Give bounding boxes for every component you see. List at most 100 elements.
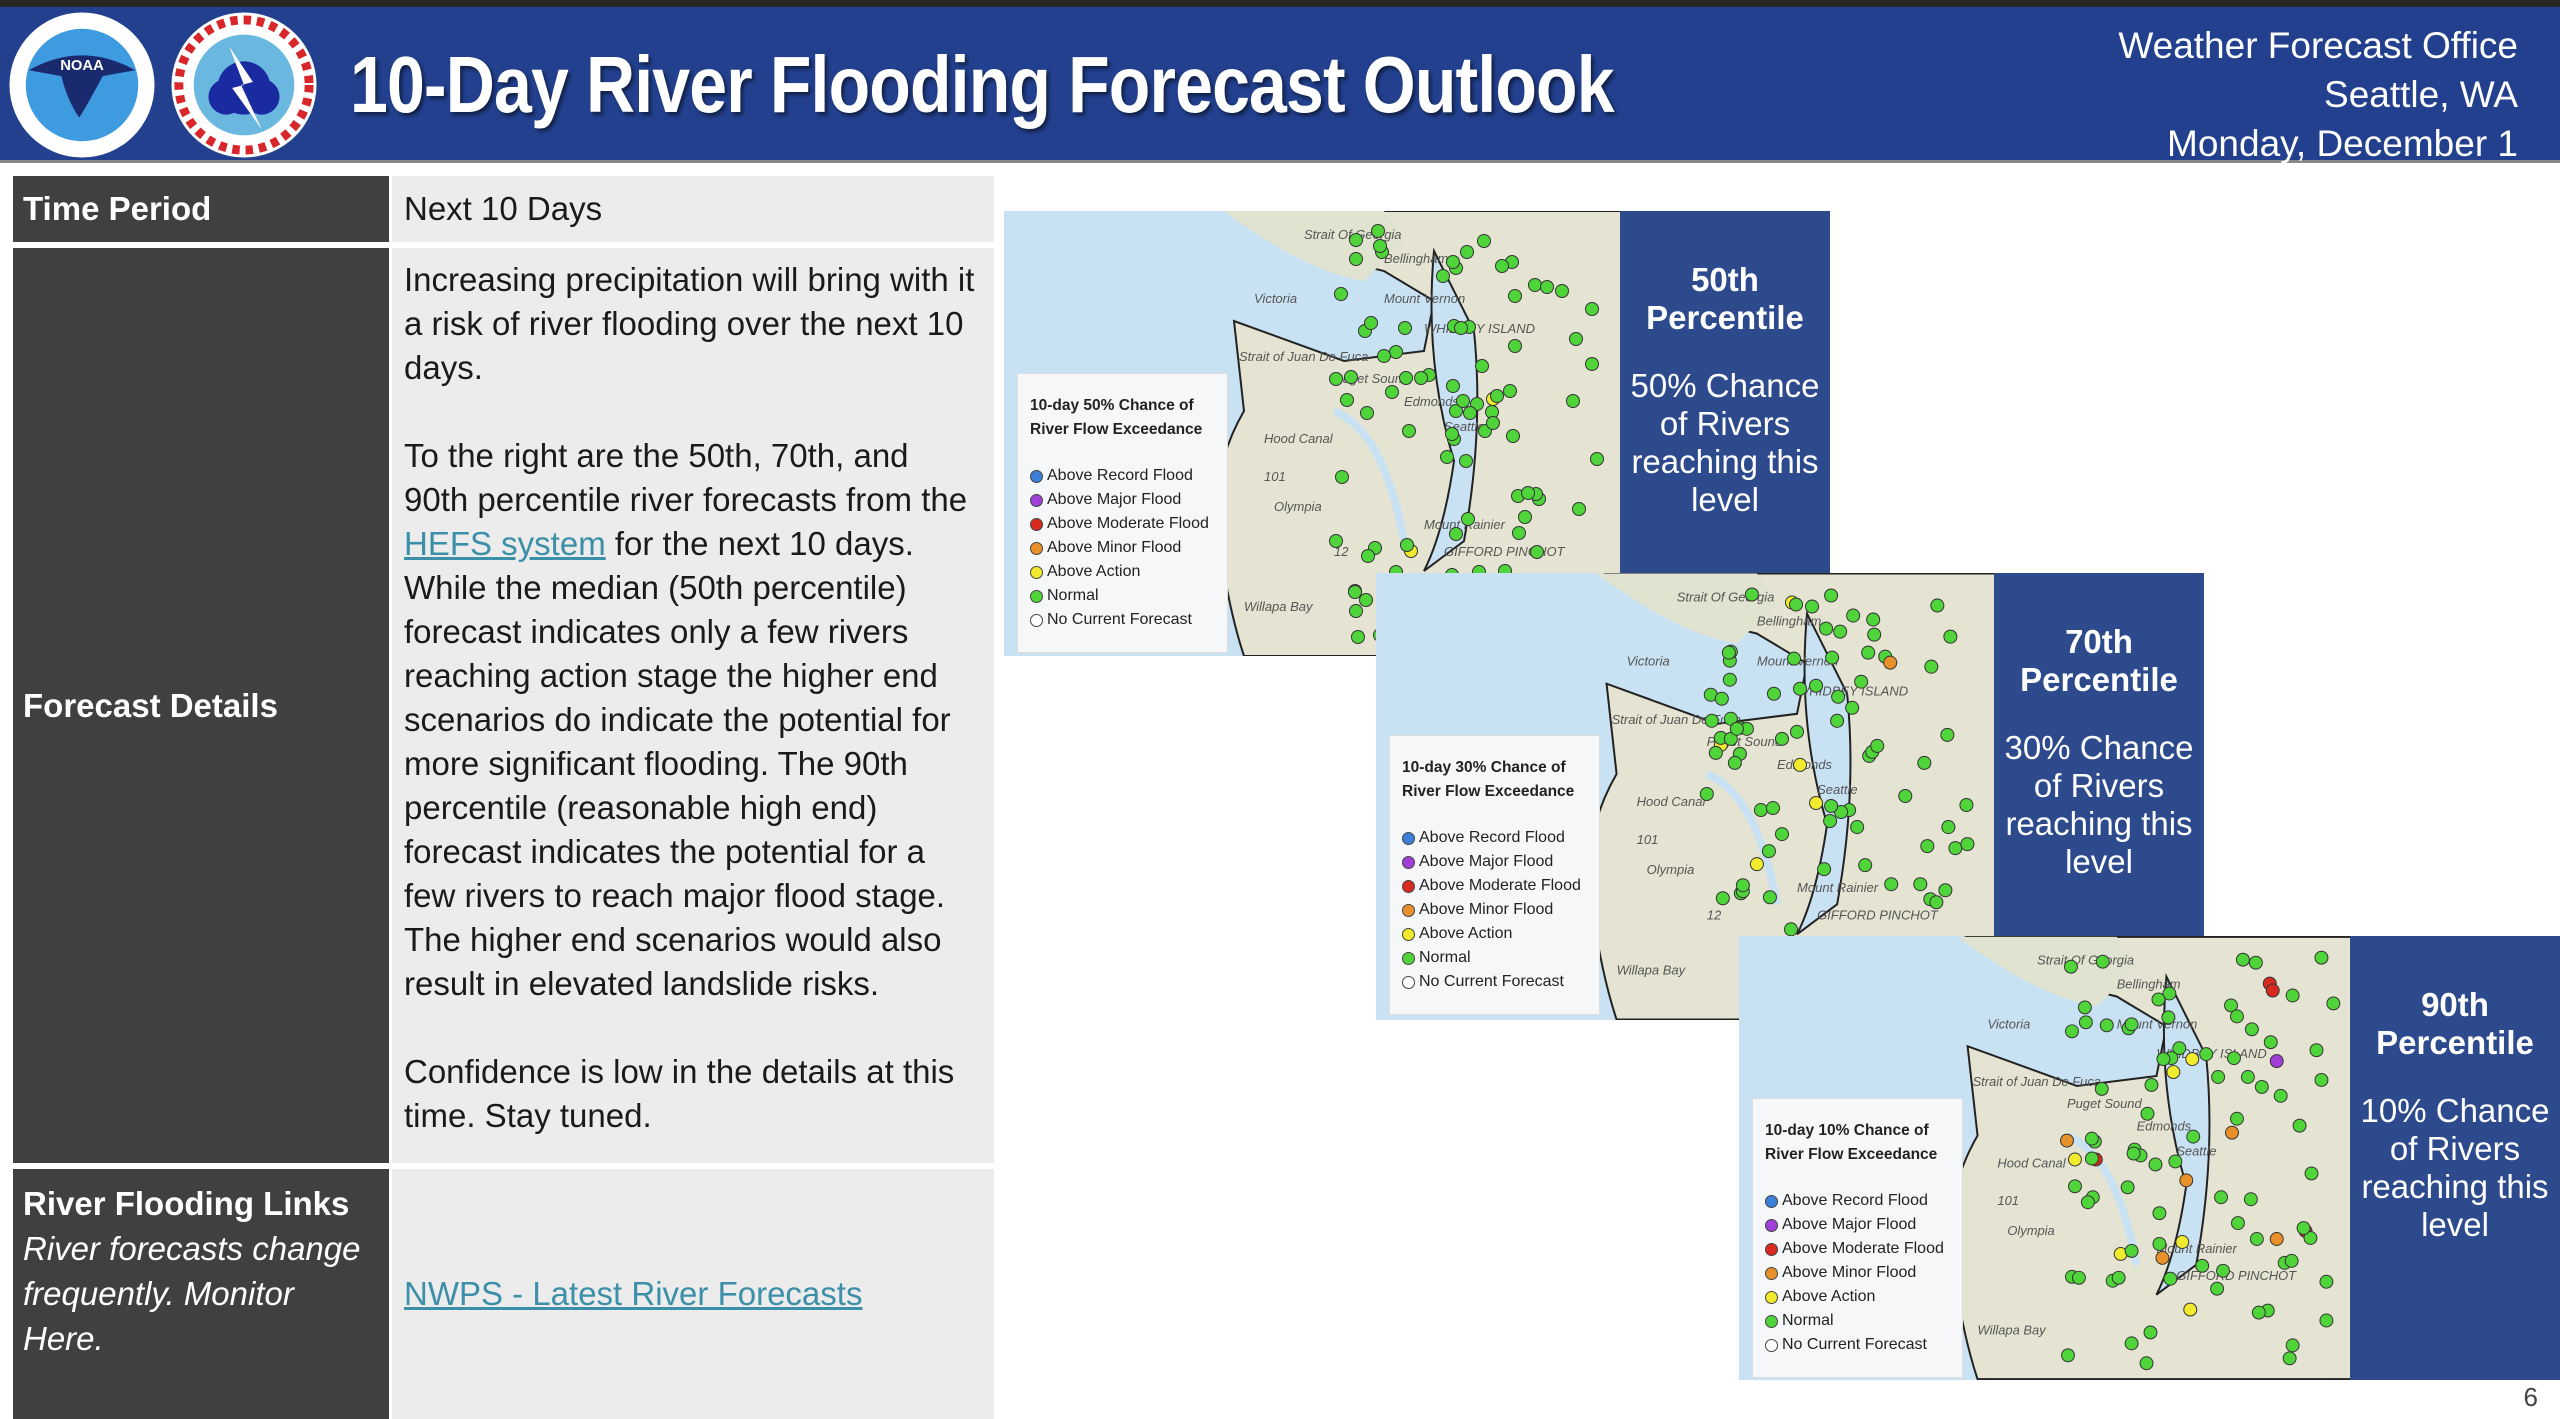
river-gauge-dot[interactable] <box>1786 651 1802 666</box>
river-gauge-dot[interactable] <box>2156 1052 2171 1067</box>
river-gauge-dot[interactable] <box>2230 1009 2244 1024</box>
river-gauge-dot[interactable] <box>1475 359 1489 373</box>
river-gauge-dot[interactable] <box>1866 612 1881 627</box>
river-gauge-dot[interactable] <box>1572 502 1586 516</box>
river-gauge-dot[interactable] <box>1360 406 1374 420</box>
river-gauge-dot[interactable] <box>1349 252 1363 266</box>
river-gauge-dot[interactable] <box>2084 1151 2099 1166</box>
river-gauge-dot[interactable] <box>1805 599 1820 614</box>
river-gauge-dot[interactable] <box>2269 1232 2284 1246</box>
river-gauge-dot[interactable] <box>1870 738 1885 753</box>
river-gauge-dot[interactable] <box>2248 955 2263 970</box>
river-gauge-dot[interactable] <box>1459 454 1473 468</box>
river-gauge-dot[interactable] <box>1449 527 1463 541</box>
river-gauge-dot[interactable] <box>2309 1043 2324 1058</box>
river-gauge-dot[interactable] <box>1495 259 1509 273</box>
river-gauge-dot[interactable] <box>2172 1041 2187 1056</box>
river-gauge-dot[interactable] <box>1460 245 1474 259</box>
river-gauge-dot[interactable] <box>1398 321 1412 335</box>
river-gauge-dot[interactable] <box>1344 370 1358 384</box>
river-gauge-dot[interactable] <box>2227 1051 2241 1066</box>
river-gauge-dot[interactable] <box>1762 890 1777 905</box>
river-gauge-dot[interactable] <box>1793 757 1808 772</box>
river-gauge-dot[interactable] <box>2243 1192 2258 1207</box>
river-gauge-dot[interactable] <box>1721 645 1736 660</box>
river-gauge-dot[interactable] <box>1809 795 1824 811</box>
river-gauge-dot[interactable] <box>1359 593 1373 607</box>
river-gauge-dot[interactable] <box>1385 385 1399 399</box>
river-gauge-dot[interactable] <box>1340 393 1354 407</box>
river-gauge-dot[interactable] <box>2216 1263 2231 1278</box>
hefs-system-link[interactable]: HEFS system <box>404 525 606 562</box>
river-gauge-dot[interactable] <box>1753 803 1768 818</box>
river-gauge-dot[interactable] <box>2166 1065 2181 1079</box>
river-gauge-dot[interactable] <box>1722 672 1737 687</box>
river-gauge-dot[interactable] <box>1528 278 1542 292</box>
river-gauge-dot[interactable] <box>1833 624 1848 639</box>
river-gauge-dot[interactable] <box>1715 891 1730 906</box>
river-gauge-dot[interactable] <box>2084 1131 2099 1146</box>
river-gauge-dot[interactable] <box>1774 731 1789 746</box>
river-gauge-dot[interactable] <box>1744 587 1759 602</box>
river-gauge-dot[interactable] <box>2152 1237 2167 1251</box>
river-gauge-dot[interactable] <box>1402 424 1416 438</box>
river-gauge-dot[interactable] <box>2265 983 2280 998</box>
river-gauge-dot[interactable] <box>1512 526 1526 540</box>
river-gauge-dot[interactable] <box>1830 713 1845 728</box>
river-gauge-dot[interactable] <box>1335 470 1349 484</box>
river-gauge-dot[interactable] <box>2061 1348 2075 1363</box>
river-gauge-dot[interactable] <box>1845 700 1860 715</box>
river-gauge-dot[interactable] <box>2077 1000 2092 1015</box>
river-gauge-dot[interactable] <box>1414 371 1428 385</box>
river-gauge-dot[interactable] <box>2273 1088 2288 1103</box>
river-gauge-dot[interactable] <box>2199 1047 2214 1062</box>
river-gauge-dot[interactable] <box>2240 1070 2255 1084</box>
river-gauge-dot[interactable] <box>1930 598 1945 613</box>
river-gauge-dot[interactable] <box>1790 724 1805 739</box>
river-gauge-dot[interactable] <box>1569 332 1583 346</box>
river-gauge-dot[interactable] <box>2231 1216 2245 1231</box>
river-gauge-dot[interactable] <box>2186 1129 2201 1144</box>
river-gauge-dot[interactable] <box>2244 1022 2259 1037</box>
river-gauge-dot[interactable] <box>1704 713 1719 728</box>
river-gauge-dot[interactable] <box>2140 1106 2155 1121</box>
river-gauge-dot[interactable] <box>1817 862 1832 877</box>
river-gauge-dot[interactable] <box>2185 1052 2200 1067</box>
river-gauge-dot[interactable] <box>2120 1180 2135 1195</box>
river-gauge-dot[interactable] <box>1436 269 1450 283</box>
river-gauge-dot[interactable] <box>1941 820 1956 835</box>
river-gauge-dot[interactable] <box>1361 549 1375 563</box>
river-gauge-dot[interactable] <box>2282 1351 2297 1366</box>
river-gauge-dot[interactable] <box>1445 427 1459 441</box>
river-gauge-dot[interactable] <box>2078 1015 2093 1030</box>
river-gauge-dot[interactable] <box>1708 745 1723 760</box>
river-gauge-dot[interactable] <box>1924 659 1939 674</box>
river-gauge-dot[interactable] <box>2296 1221 2311 1236</box>
river-gauge-dot[interactable] <box>1364 316 1378 330</box>
river-gauge-dot[interactable] <box>2099 1018 2114 1033</box>
river-gauge-dot[interactable] <box>1788 597 1804 612</box>
river-gauge-dot[interactable] <box>1735 878 1750 893</box>
river-gauge-dot[interactable] <box>2124 1336 2139 1351</box>
river-gauge-dot[interactable] <box>2175 1235 2190 1249</box>
river-gauge-dot[interactable] <box>1461 512 1475 526</box>
river-gauge-dot[interactable] <box>2285 1338 2300 1353</box>
river-gauge-dot[interactable] <box>2269 1054 2284 1069</box>
river-gauge-dot[interactable] <box>2155 1250 2170 1265</box>
river-gauge-dot[interactable] <box>1824 799 1839 814</box>
river-gauge-dot[interactable] <box>1948 841 1963 856</box>
river-gauge-dot[interactable] <box>1518 510 1532 524</box>
river-gauge-dot[interactable] <box>1540 280 1554 294</box>
river-gauge-dot[interactable] <box>2094 1081 2109 1096</box>
river-gauge-dot[interactable] <box>1959 798 1974 813</box>
river-gauge-dot[interactable] <box>2249 1232 2264 1246</box>
river-gauge-dot[interactable] <box>1351 630 1365 644</box>
river-gauge-dot[interactable] <box>1714 691 1729 706</box>
river-gauge-dot[interactable] <box>1454 321 1468 335</box>
river-gauge-dot[interactable] <box>1824 588 1839 603</box>
river-gauge-dot[interactable] <box>2143 1325 2158 1340</box>
river-gauge-dot[interactable] <box>2224 998 2238 1013</box>
river-gauge-dot[interactable] <box>1699 786 1714 802</box>
river-gauge-dot[interactable] <box>1858 858 1873 873</box>
river-gauge-dot[interactable] <box>2319 1313 2334 1328</box>
